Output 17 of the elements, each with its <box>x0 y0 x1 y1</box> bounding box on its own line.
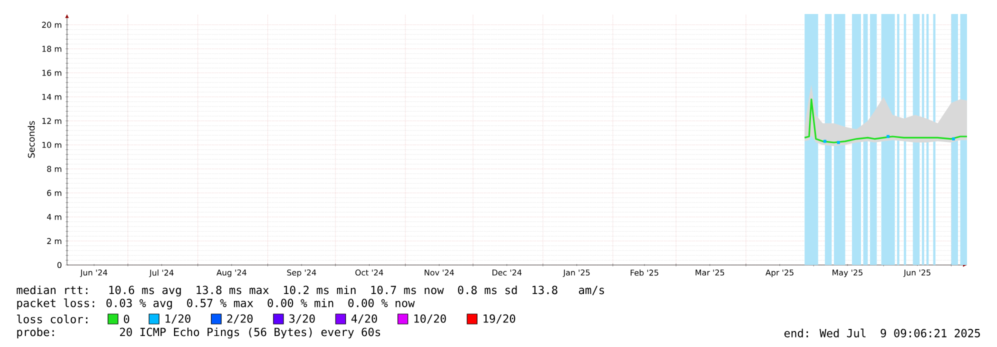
point <box>836 141 840 144</box>
legend-title: loss color: <box>17 314 88 324</box>
legend-label: 10/20 <box>414 314 446 324</box>
legend-label: 0 <box>124 314 130 324</box>
legend-label: 19/20 <box>484 314 516 324</box>
point <box>952 137 955 140</box>
legend-label: 2/20 <box>227 314 253 324</box>
point <box>886 135 890 138</box>
text: end: Wed Jul 9 09:06:21 2025 <box>784 328 980 338</box>
y-axis-title: Seconds <box>28 121 35 158</box>
text: probe: 20 ICMP Echo Pings (56 Bytes) every 60s <box>17 328 380 338</box>
text: median rtt: 10.6 ms avg 13.8 ms max 10.2 ms min 10.7 ms now 0.8 ms sd 13.8 am/s <box>16 286 604 296</box>
text: packet loss: 0.03 % avg 0.57 % max 0.00 % min 0.00 % now <box>17 298 415 310</box>
point <box>823 140 826 143</box>
legend-label: 4/20 <box>351 314 377 324</box>
legend-label: 1/20 <box>166 314 190 324</box>
legend-label: 3/20 <box>289 314 315 324</box>
